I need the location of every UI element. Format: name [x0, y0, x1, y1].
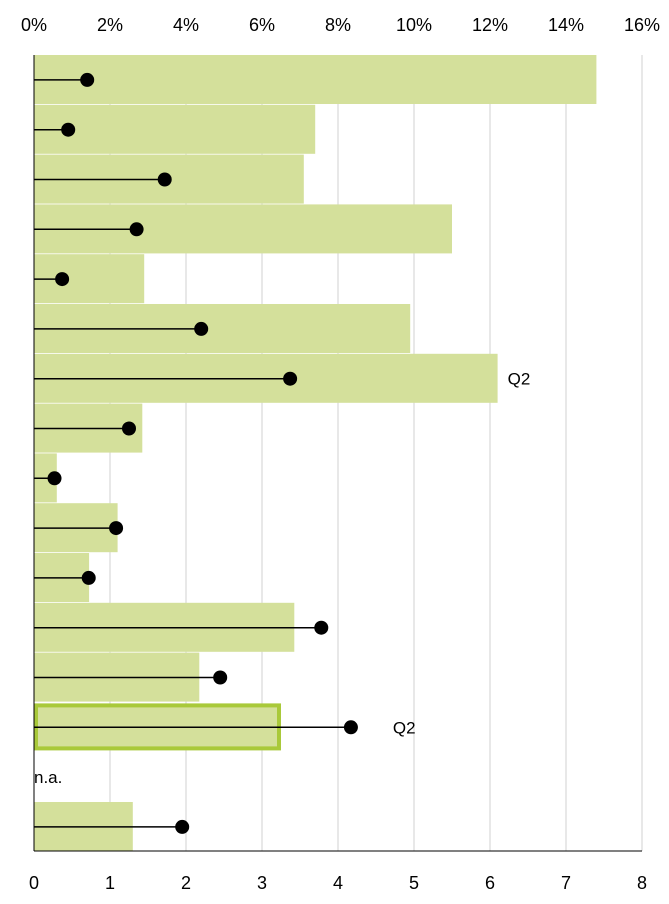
bottom-tick-label: 8 — [637, 873, 647, 893]
top-tick-label: 6% — [249, 15, 275, 35]
row-annotation: Q2 — [508, 370, 531, 389]
dot-marker — [129, 222, 144, 237]
labels: Q2 Q2 n.a. 0% 2% 4% 6% 8% 10% 12% 14% 16% 0 1 2 3 4 5 6 7 8 — [21, 15, 660, 893]
bottom-tick-label: 6 — [485, 873, 495, 893]
dot-marker — [314, 620, 329, 635]
top-tick-label: 0% — [21, 15, 47, 35]
dot-marker — [194, 321, 209, 336]
bottom-tick-label: 5 — [409, 873, 419, 893]
dot-marker — [47, 471, 62, 486]
bars — [34, 55, 597, 851]
dot-marker — [213, 670, 228, 685]
top-tick-label: 10% — [396, 15, 432, 35]
dot-marker — [80, 72, 95, 87]
bottom-tick-label: 2 — [181, 873, 191, 893]
top-tick-label: 8% — [325, 15, 351, 35]
top-tick-label: 14% — [548, 15, 584, 35]
bottom-tick-label: 4 — [333, 873, 343, 893]
dot-marker — [122, 421, 136, 436]
dot-marker — [61, 122, 76, 137]
row-annotation: Q2 — [393, 718, 416, 737]
bottom-tick-label: 1 — [105, 873, 115, 893]
axes — [33, 55, 642, 852]
dot-markers — [34, 72, 358, 834]
top-tick-label: 12% — [472, 15, 508, 35]
dot-marker — [175, 819, 190, 834]
bottom-tick-label: 7 — [561, 873, 571, 893]
row-annotation: n.a. — [34, 768, 62, 787]
dot-marker — [343, 720, 358, 735]
bottom-tick-label: 0 — [29, 873, 39, 893]
bar — [34, 104, 316, 154]
top-tick-label: 16% — [624, 15, 660, 35]
dot-marker — [81, 570, 96, 585]
dot-marker — [157, 172, 172, 187]
bottom-tick-label: 3 — [257, 873, 267, 893]
dot-marker — [283, 371, 298, 386]
bar — [34, 55, 597, 104]
top-tick-label: 2% — [97, 15, 123, 35]
dot-marker — [109, 521, 124, 536]
dot-marker — [55, 272, 70, 287]
top-tick-label: 4% — [173, 15, 199, 35]
